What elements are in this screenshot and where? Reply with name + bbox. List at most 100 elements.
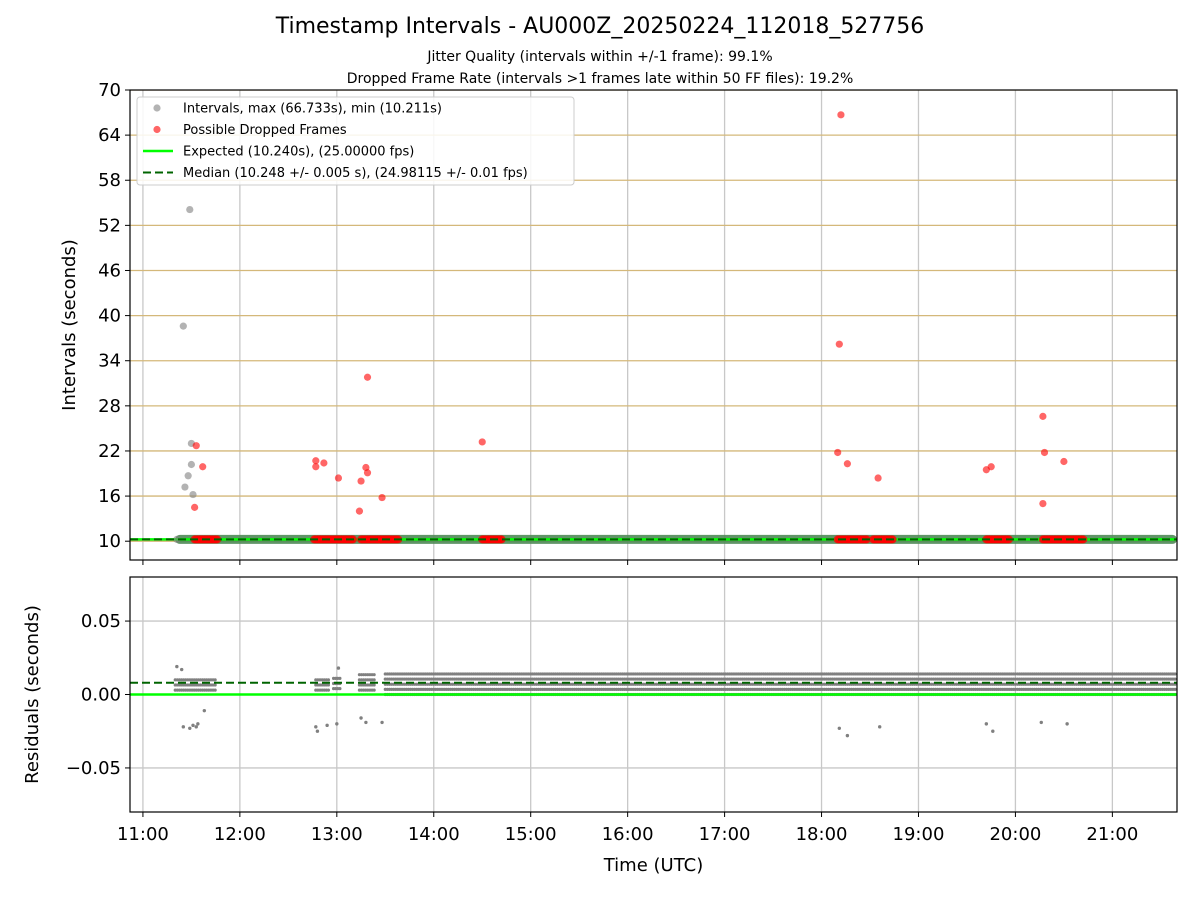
residual-outlier-point [359,716,363,720]
dropped-frame-point [192,442,200,450]
top-plot-area [130,90,1177,560]
residual-band [173,678,217,692]
residual-point [213,688,217,692]
top-ytick-label: 46 [98,260,121,281]
dropped-frame-point [843,460,851,468]
legend [136,96,575,186]
dropped-frame-point [1060,457,1068,466]
top-ytick-label: 28 [98,396,121,417]
xtick-label: 17:00 [699,824,751,845]
residual-outlier-point [175,664,179,669]
dropped-frame-point [1039,500,1047,508]
interval-point [189,490,197,499]
top-ytick-label: 40 [98,306,121,327]
residual-point [1173,677,1177,681]
bottom-ytick-label: −0.05 [66,758,121,779]
bottom-ylabel: Residuals (seconds) [22,605,43,784]
xtick-label: 20:00 [989,824,1041,845]
xtick-label: 16:00 [602,824,654,845]
interval-point [181,483,189,491]
xtick-label: 21:00 [1086,824,1138,845]
chart-subtitle-dropped: Dropped Frame Rate (intervals >1 frames … [346,71,854,87]
residual-outlier-point [196,722,200,726]
dropped-frame-point [837,111,845,119]
dropped-frame-point [357,477,365,485]
residual-outlier-point [380,720,384,725]
xtick-label: 11:00 [117,824,169,845]
residual-outlier-point [315,729,320,733]
dropped-frame-point [355,507,364,515]
dropped-frame-point [497,535,506,544]
top-axes-frame [129,89,1178,561]
legend-entry-label: Intervals, max (66.733s), min (10.211s) [183,102,442,117]
residual-point [372,688,376,692]
residual-outlier-point [202,708,207,713]
bottom-plot-area [130,577,1177,812]
chart-title: Timestamp Intervals - AU000Z_20250224_11… [275,14,925,39]
residual-point [1173,672,1177,676]
residual-outlier-point [314,725,318,729]
dropped-frame-point [834,448,842,457]
residual-outlier-point [1039,720,1043,725]
interval-point [186,205,194,214]
xtick-label: 13:00 [311,824,363,845]
residual-outlier-point [188,726,192,730]
residual-point [326,678,331,682]
residual-outlier-point [991,729,995,733]
dropped-frame-point [478,438,486,446]
residual-outlier-point [878,725,882,729]
dropped-frame-point [378,493,386,502]
top-ytick-label: 16 [98,486,121,507]
residual-outlier-point [336,666,341,670]
xtick-label: 19:00 [893,824,945,845]
residual-band [357,673,376,692]
residual-band [314,678,331,692]
dropped-frame-point [312,457,320,465]
residual-point [213,678,217,682]
dropped-frame-point [363,469,372,477]
residual-point [372,673,376,677]
top-ytick-label: 22 [98,441,121,462]
residual-outlier-point [335,722,339,726]
residual-outlier-point [180,667,184,672]
top-ytick-label: 70 [98,80,121,101]
dropped-frame-point [987,463,995,471]
residual-outlier-point [1065,722,1069,726]
dropped-frame-point [363,373,372,381]
dropped-frame-point [1039,412,1047,420]
bottom-ytick-label: 0.00 [81,685,121,706]
chart-subtitle-jitter: Jitter Quality (intervals within +/-1 fr… [427,49,773,65]
dropped-frame-point [312,463,320,471]
residual-band [383,672,1177,697]
residual-outlier-point [364,720,368,725]
residual-point [372,678,376,682]
top-ytick-label: 64 [98,125,121,146]
interval-point [179,322,187,330]
legend-entry-label: Expected (10.240s), (25.00000 fps) [183,145,414,160]
interval-point [184,472,192,480]
interval-point [187,460,195,469]
residual-point [326,688,331,692]
residual-point [372,683,376,687]
top-ytick-label: 58 [98,170,121,191]
dropped-frame-point [874,474,882,482]
residual-outlier-point [837,726,842,730]
xtick-label: 14:00 [408,824,460,845]
top-ytick-label: 52 [98,215,121,236]
residual-point [338,687,342,691]
dropped-frame-point [1040,448,1049,457]
dropped-frame-point [191,503,199,511]
dropped-frame-point [334,474,343,482]
xtick-label: 12:00 [214,824,266,845]
dropped-frame-point [199,463,207,471]
residual-outlier-point [191,723,195,728]
residual-point [213,683,217,687]
residual-point [338,676,342,680]
interval-point [173,535,181,543]
legend-entry-label: Possible Dropped Frames [183,123,347,138]
legend-box [136,96,575,186]
residual-outlier-point [194,725,198,729]
residual-outlier-point [845,733,850,738]
bottom-xlabel: Time (UTC) [603,855,704,876]
